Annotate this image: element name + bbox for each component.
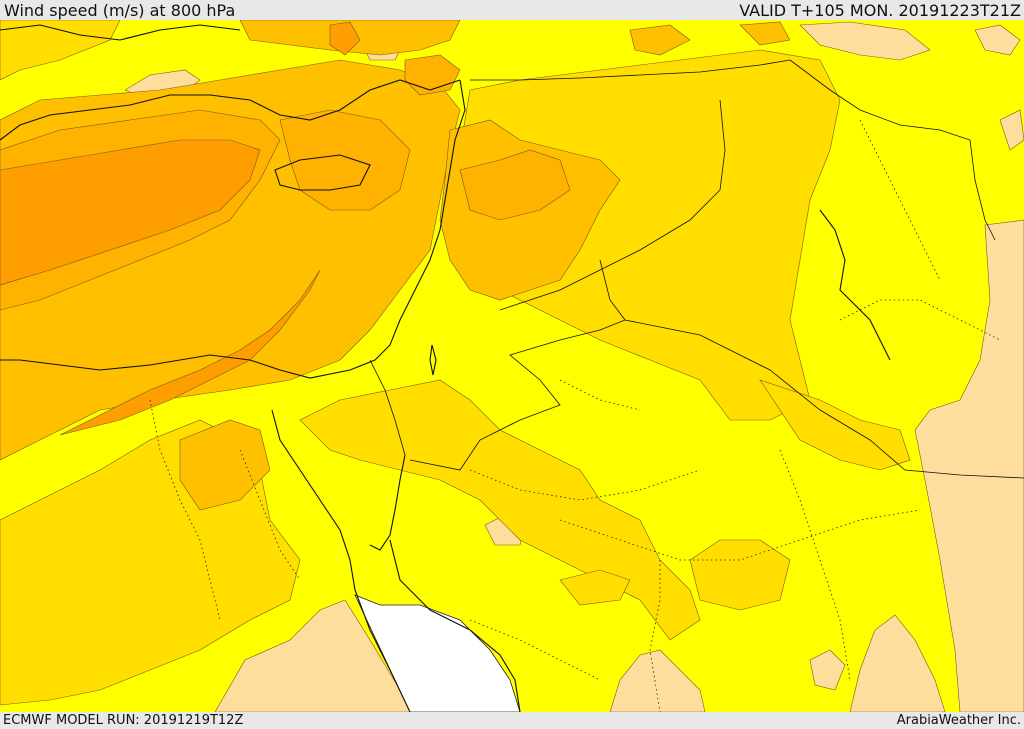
north-peach-4 [974, 24, 1021, 56]
borders [369, 59, 1024, 479]
map-title: Wind speed (m/s) at 800 hPa [4, 1, 236, 20]
orange-levant-ridge [459, 149, 571, 221]
amber-small-1 [629, 24, 691, 56]
dead-sea [429, 344, 437, 376]
south-peach-2 [609, 649, 706, 712]
deep-orange-band [0, 21, 361, 436]
persian-gulf-coast [819, 209, 891, 361]
south-peach-4 [809, 649, 846, 691]
model-run: ECMWF MODEL RUN: 20191219T12Z [3, 713, 244, 728]
gold-band [0, 20, 911, 706]
jordan-border [409, 259, 626, 471]
gold-southeast [689, 539, 791, 611]
turkey-syria-border [470, 59, 791, 81]
deep-orange-streak [59, 269, 321, 436]
cyprus [274, 154, 371, 191]
valid-time: VALID T+105 MON. 20191223T21Z [739, 1, 1021, 20]
province-boundaries [149, 119, 1001, 712]
deep-orange-north-1 [329, 21, 361, 56]
orange-east-med [279, 109, 411, 211]
red-sea-west-coast [354, 589, 411, 712]
turkey-south-coast [0, 79, 461, 141]
amber-egypt [179, 419, 271, 511]
north-peach-3 [799, 21, 931, 61]
gold-east-band [759, 379, 911, 471]
iran-iraq-border [789, 59, 996, 241]
map-panel [0, 20, 1024, 712]
saudi-iraq-border [624, 319, 1024, 479]
gulf-of-aqaba [369, 454, 406, 551]
lightest-band [124, 21, 1024, 712]
peach-east-small [999, 109, 1024, 151]
gold-small-2 [0, 20, 121, 81]
wind-speed-map [0, 20, 1024, 712]
header-bar: Wind speed (m/s) at 800 hPa VALID T+105 … [0, 0, 1024, 20]
coastlines [0, 24, 891, 712]
credit: ArabiaWeather Inc. [896, 713, 1021, 728]
amber-small-2 [739, 21, 791, 46]
north-black-sea-coast [0, 24, 241, 41]
levant-coast [0, 79, 466, 379]
deep-orange-west [0, 139, 261, 286]
syria-iraq-border [499, 99, 726, 311]
south-peach-3 [849, 614, 946, 712]
east-peach-region [914, 219, 1024, 712]
gold-small-1 [559, 569, 631, 606]
gulf-of-suez [271, 409, 356, 591]
footer-bar: ECMWF MODEL RUN: 20191219T12Z ArabiaWeat… [0, 712, 1024, 729]
egypt-israel-border [369, 359, 406, 456]
red-sea-east-coast [389, 539, 521, 712]
